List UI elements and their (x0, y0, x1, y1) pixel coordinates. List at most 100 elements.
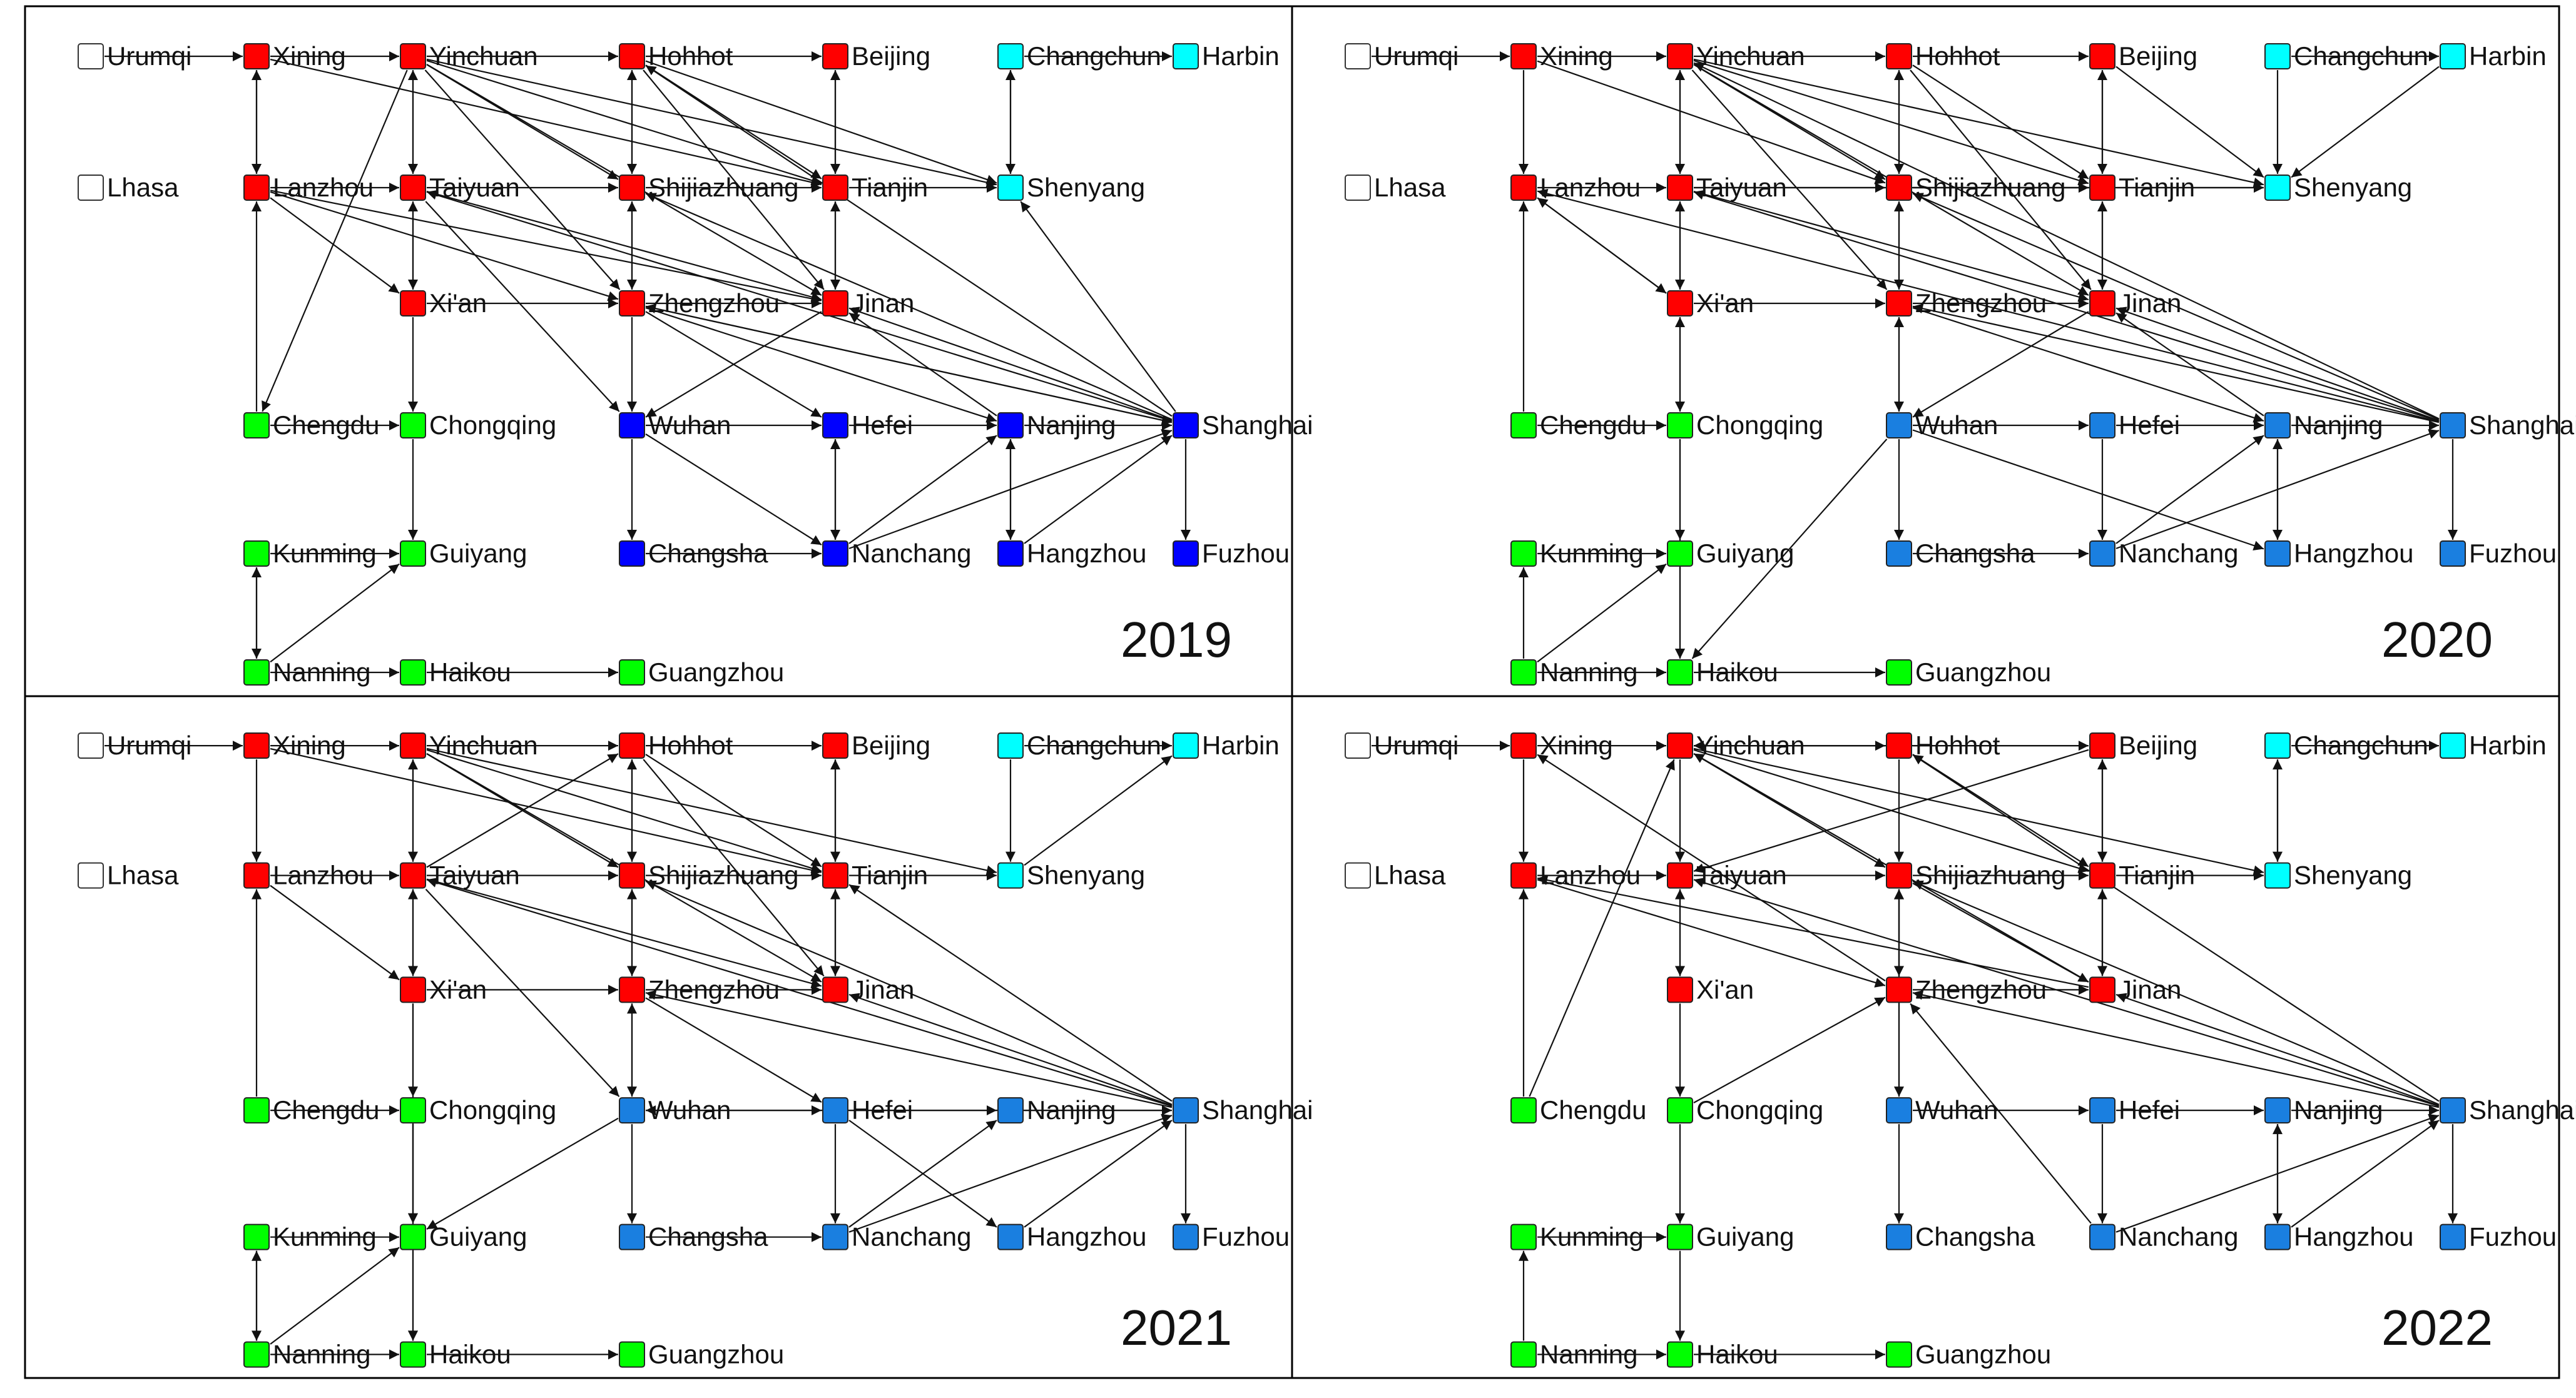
node-label-shanghai: Shanghai (2469, 1095, 2576, 1125)
node-hohhot (1886, 732, 1912, 759)
edge-nanning-to-guiyang (1537, 563, 1667, 663)
node-kunming (243, 1223, 270, 1250)
node-label-xi-an: Xi'an (429, 288, 487, 318)
node-label-guangzhou: Guangzhou (648, 657, 784, 687)
edge-wuhan-to-hangzhou (1912, 429, 2264, 550)
edge-hohhot-to-tianjin (645, 754, 822, 868)
edge-wuhan-to-guiyang (426, 1117, 619, 1230)
node-zhengzhou (619, 976, 645, 1003)
node-tianjin (822, 175, 848, 201)
node-tianjin (822, 862, 848, 889)
edge-nanchang-to-zhengzhou (1910, 1003, 2092, 1224)
node-label-wuhan: Wuhan (1915, 410, 1998, 440)
edge-lanzhou-to-zhengzhou (1537, 879, 1886, 988)
edge-shanghai-to-zhengzhou (1912, 990, 2440, 1108)
node-nanjing (997, 1097, 1024, 1124)
node-nanning (243, 1341, 270, 1368)
node-hefei (2089, 1097, 2115, 1124)
edge-shanghai-to-yinchuan (1693, 62, 2440, 420)
node-guangzhou (1886, 1341, 1912, 1368)
node-taiyuan (400, 175, 426, 201)
edge-shanghai-to-jinan (2115, 306, 2440, 422)
node-label-nanning: Nanning (273, 1339, 370, 1369)
year-label: 2020 (2381, 612, 2493, 667)
node-label-shanghai: Shanghai (1202, 1095, 1313, 1125)
node-label-haikou: Haikou (1696, 1339, 1778, 1369)
node-xi-an (1667, 976, 1693, 1003)
node-taiyuan (400, 862, 426, 889)
node-harbin (1173, 43, 1199, 69)
edge-shanghai-to-lanzhou (1537, 188, 2440, 423)
edge-yinchuan-to-shenyang (1693, 747, 2264, 876)
edge-shanghai-to-tianjin (848, 884, 1173, 1102)
node-label-tianjin: Tianjin (2119, 861, 2195, 890)
node-label-nanchang: Nanchang (2119, 539, 2238, 568)
edge-shanghai-to-shijiazhuang (1912, 193, 2440, 420)
edge-yinchuan-to-shenyang (1693, 58, 2264, 188)
node-beijing (822, 732, 848, 759)
node-hangzhou (997, 540, 1024, 567)
node-label-nanchang: Nanchang (852, 539, 971, 568)
edge-lanzhou-to-zhengzhou (270, 191, 619, 301)
edge-taiyuan-to-wuhan (425, 888, 620, 1097)
node-label-chongqing: Chongqing (1696, 1095, 1823, 1125)
node-beijing (822, 43, 848, 69)
node-nanchang (2089, 1223, 2115, 1250)
node-nanchang (822, 540, 848, 567)
node-label-chengdu: Chengdu (273, 410, 379, 440)
node-guangzhou (1886, 659, 1912, 686)
node-urumqi (78, 732, 104, 759)
node-label-shanghai: Shanghai (1202, 410, 1313, 440)
node-label-jinan: Jinan (2119, 288, 2181, 318)
node-label-taiyuan: Taiyuan (429, 861, 520, 890)
node-label-changchun: Changchun (1027, 41, 1161, 71)
node-label-guiyang: Guiyang (429, 1222, 527, 1252)
node-label-tianjin: Tianjin (2119, 173, 2195, 202)
node-hohhot (1886, 43, 1912, 69)
node-label-urumqi: Urumqi (1374, 41, 1459, 71)
node-label-hohhot: Hohhot (1915, 731, 2000, 760)
edge-yinchuan-to-tianjin (426, 749, 822, 873)
node-chengdu (1510, 1097, 1537, 1124)
edge-wuhan-to-nanchang (645, 433, 822, 546)
node-label-nanjing: Nanjing (1027, 1095, 1116, 1125)
node-lhasa (1345, 175, 1371, 201)
node-label-nanning: Nanning (1540, 657, 1637, 687)
node-guangzhou (619, 1341, 645, 1368)
node-label-lanzhou: Lanzhou (1540, 173, 1641, 202)
edge-jinan-to-wuhan (1912, 311, 2089, 418)
node-label-hefei: Hefei (2119, 410, 2180, 440)
node-label-fuzhou: Fuzhou (1202, 1222, 1290, 1252)
edge-shanghai-to-taiyuan (426, 878, 1173, 1107)
edge-nanchang-to-shanghai (848, 1114, 1173, 1233)
node-shijiazhuang (619, 175, 645, 201)
edges (1372, 741, 2458, 1360)
edge-beijing-to-shenyang (2115, 66, 2264, 178)
node-label-xining: Xining (1540, 41, 1613, 71)
node-label-beijing: Beijing (2119, 731, 2197, 760)
node-harbin (2440, 43, 2466, 69)
node-hangzhou (2264, 1223, 2291, 1250)
node-label-lanzhou: Lanzhou (273, 173, 374, 202)
node-label-lhasa: Lhasa (1374, 173, 1446, 202)
node-shenyang (997, 175, 1024, 201)
edge-shenyang-to-harbin (1024, 755, 1173, 866)
edge-yinchuan-to-shenyang (426, 58, 997, 188)
node-hefei (822, 412, 848, 438)
node-label-harbin: Harbin (1202, 731, 1280, 760)
node-lanzhou (1510, 175, 1537, 201)
node-fuzhou (2440, 540, 2466, 567)
node-lanzhou (243, 862, 270, 889)
node-changsha (619, 540, 645, 567)
node-label-xi-an: Xi'an (1696, 288, 1754, 318)
node-label-fuzhou: Fuzhou (2469, 1222, 2557, 1252)
edge-taiyuan-to-jinan (426, 190, 822, 302)
edge-shanghai-to-taiyuan (1693, 190, 2440, 422)
node-changchun (2264, 732, 2291, 759)
edge-jinan-to-lanzhou (1537, 875, 2089, 988)
node-fuzhou (1173, 540, 1199, 567)
node-xining (1510, 43, 1537, 69)
edge-yinchuan-to-shenyang (426, 747, 997, 876)
node-label-hefei: Hefei (852, 410, 913, 440)
node-nanning (243, 659, 270, 686)
